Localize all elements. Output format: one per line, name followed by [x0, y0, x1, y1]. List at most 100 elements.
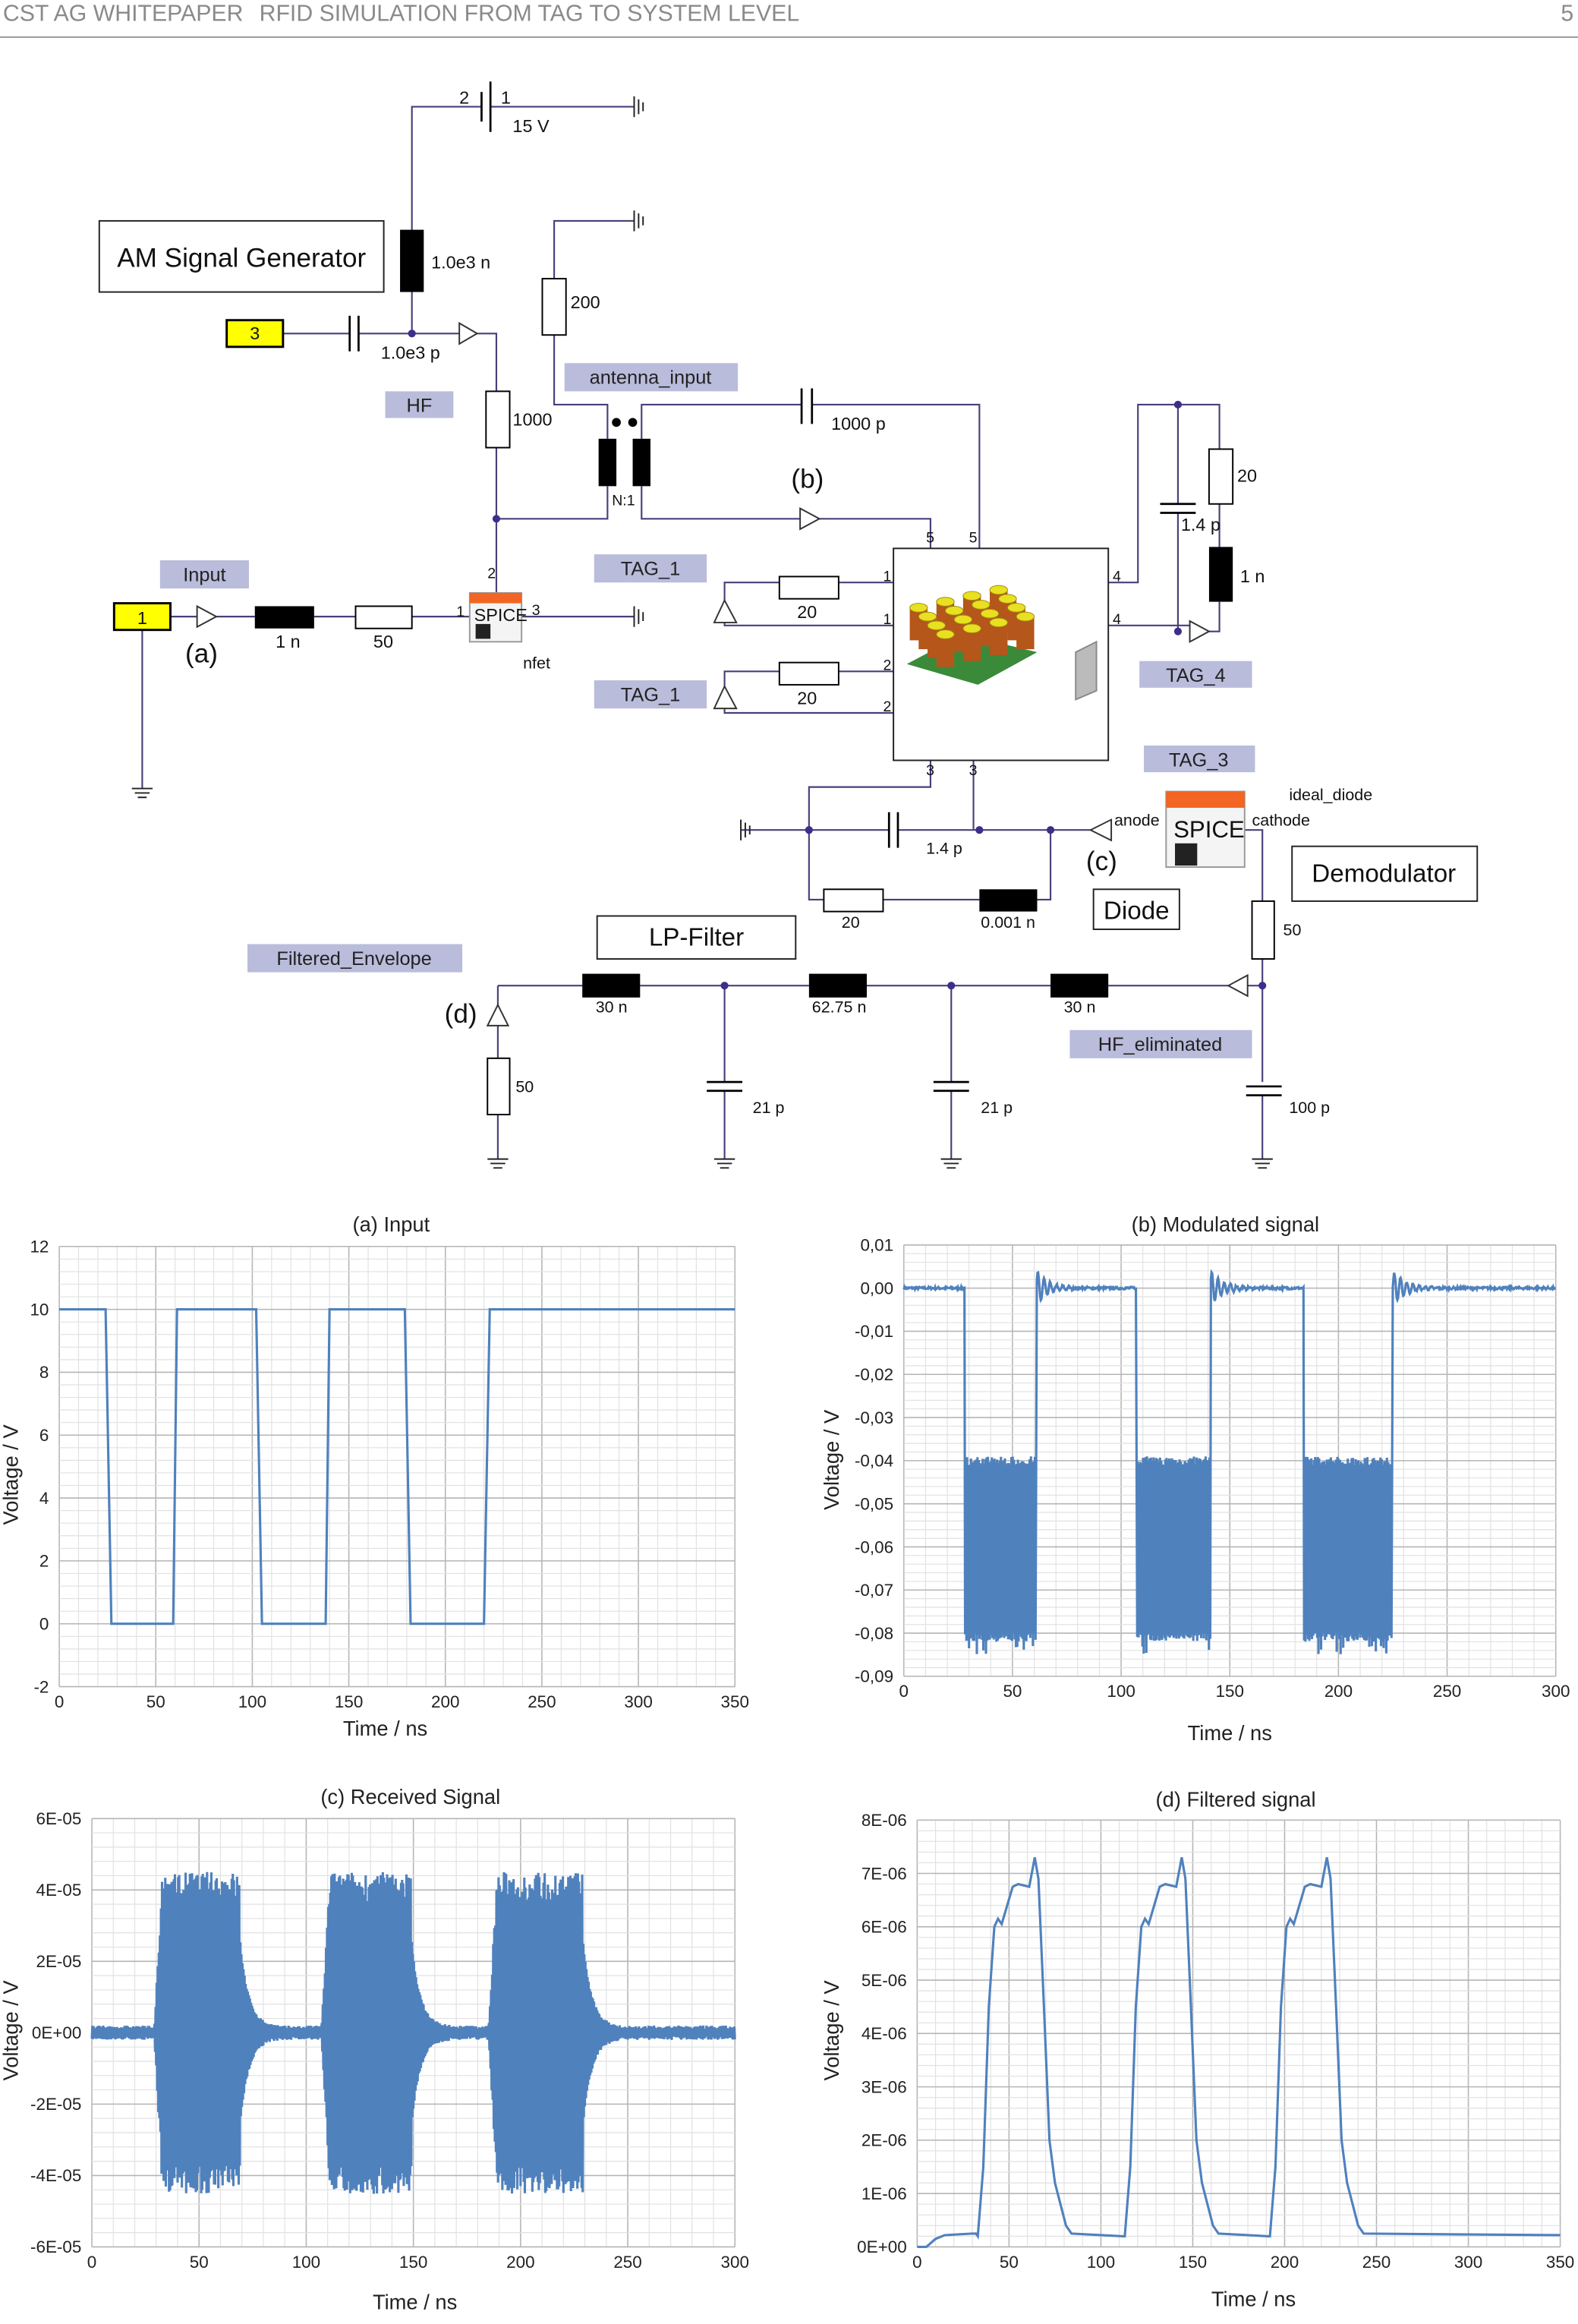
probe-triangles	[196, 321, 1249, 1026]
spice-diode-label: SPICE	[1173, 816, 1245, 843]
x-tick-label: 50	[146, 1692, 165, 1711]
am-signal-generator-box: AM Signal Generator	[98, 219, 385, 293]
value-label: 1 n	[276, 632, 301, 651]
marker-b: (b)	[791, 464, 824, 493]
pin-label: 1	[883, 611, 891, 628]
value-label: 1000 p	[831, 414, 886, 434]
x-tick-label: 150	[335, 1692, 363, 1711]
shortcut-icon	[475, 623, 491, 639]
gridlines	[916, 1819, 1561, 2248]
spice-nfet-block[interactable]: SPICE	[468, 591, 528, 643]
x-tick-label: 200	[431, 1692, 459, 1711]
x-axis-label: Time / ns	[343, 1717, 427, 1740]
y-tick-label: -2	[33, 1677, 49, 1696]
value-label: 0.001 n	[981, 913, 1035, 932]
tag-tag4: TAG_4	[1166, 665, 1225, 686]
x-tick-label: 150	[1179, 2253, 1207, 2272]
pin-label: 2	[487, 565, 496, 582]
rfid-3d-model-block[interactable]	[893, 547, 1110, 762]
header-title: RFID SIMULATION FROM TAG TO SYSTEM LEVEL	[260, 1, 800, 26]
y-tick-label: -0,09	[855, 1667, 893, 1686]
y-tick-label: 1E-06	[861, 2184, 907, 2203]
value-label: ideal_diode	[1289, 786, 1372, 804]
pin-label: 5	[926, 530, 934, 547]
y-tick-label: 10	[30, 1300, 49, 1319]
data-series-line	[917, 1857, 1561, 2249]
y-tick-label: -0,01	[855, 1322, 893, 1341]
spice-diode-block[interactable]: SPICE	[1165, 790, 1246, 869]
tag-tag1-bottom: TAG_1	[621, 684, 680, 705]
pin-label: 3	[532, 602, 540, 619]
tag-tag1-top: TAG_1	[621, 558, 680, 579]
port-3[interactable]: 3	[225, 319, 285, 348]
port-1[interactable]: 1	[112, 602, 172, 632]
shortcut-icon	[1175, 843, 1198, 866]
y-axis-label: Voltage / V	[0, 1424, 22, 1525]
y-tick-label: 0E+00	[32, 2023, 82, 2042]
value-label: 20	[842, 913, 860, 932]
y-axis-label: Voltage / V	[0, 1980, 22, 2081]
x-tick-label: 250	[613, 2253, 641, 2272]
value-label: 15 V	[512, 116, 550, 136]
y-tick-label: 6E-06	[861, 1918, 907, 1937]
capacitors	[348, 81, 1282, 1097]
y-tick-label: 0	[39, 1615, 49, 1634]
y-tick-label: 2E-06	[861, 2131, 907, 2150]
tag-filtered-envelope: Filtered_Envelope	[276, 948, 431, 970]
coil-icon	[1016, 616, 1035, 650]
y-tick-label: 2E-05	[36, 1952, 81, 1971]
net-tags: HF antenna_input Input TAG_1 TAG_1 TAG_4…	[159, 363, 1255, 1058]
value-label: 50	[515, 1078, 534, 1096]
tag-antenna-input: antenna_input	[590, 367, 712, 389]
port-1-label: 1	[137, 608, 147, 628]
value-label: 1.0e3 p	[381, 342, 440, 362]
ground-symbols	[131, 96, 1273, 1169]
value-label: 20	[1237, 465, 1257, 485]
value-label: 100 p	[1289, 1099, 1330, 1117]
value-label: 20	[797, 688, 817, 708]
tag-plate-icon	[1075, 640, 1098, 701]
x-tick-label: 100	[292, 2253, 320, 2272]
value-label: nfet	[523, 654, 550, 672]
y-tick-label: 4E-06	[861, 2024, 907, 2043]
header-left: CST AG WHITEPAPER	[3, 1, 244, 26]
component-values: 15 V 2 1 1.0e3 n 1.0e3 p 200 1000 1000 p…	[276, 88, 1372, 1117]
x-axis-label: Time / ns	[1211, 2288, 1296, 2311]
y-tick-label: -2E-05	[30, 2095, 81, 2114]
coil-icon	[936, 634, 955, 667]
value-label: 30 n	[1064, 998, 1096, 1016]
value-label: 62.75 n	[812, 998, 867, 1016]
y-axis-label: Voltage / V	[820, 1980, 843, 2081]
x-tick-label: 50	[1000, 2253, 1019, 2272]
circuit-schematic: 3 1 SPICE SPICE AM Signal Generator LP-F…	[98, 81, 1479, 1169]
x-tick-label: 0	[899, 1682, 909, 1701]
chart-input: (a) Input Time / ns Voltage / V 0 50 100 15…	[0, 1212, 749, 1740]
pin-label: 1	[456, 604, 465, 620]
value-label: 1	[501, 88, 511, 108]
y-tick-label: 0,01	[860, 1236, 893, 1255]
x-tick-label: 0	[55, 1692, 64, 1711]
probe-markers: (a) (b) (c) (d)	[185, 464, 1117, 1029]
gridlines	[58, 1245, 736, 1688]
x-tick-label: 200	[1271, 2253, 1299, 2272]
value-label: 200	[571, 292, 600, 312]
value-label: 1.4 p	[926, 839, 962, 857]
y-tick-label: 4E-05	[36, 1881, 81, 1900]
x-axis-label: Time / ns	[1188, 1721, 1272, 1745]
value-label: 2	[459, 88, 469, 108]
y-tick-label: 8	[39, 1363, 49, 1382]
demodulator-label: Demodulator	[1312, 860, 1456, 888]
am-signal-generator-label: AM Signal Generator	[117, 243, 366, 273]
y-tick-label: -0,07	[855, 1581, 893, 1600]
x-tick-label: 250	[1433, 1682, 1461, 1701]
chart-title: (d) Filtered signal	[1156, 1788, 1316, 1812]
x-tick-label: 0	[87, 2253, 96, 2272]
data-series-line	[902, 1269, 1557, 1654]
value-label: 20	[797, 602, 817, 622]
tag-hf: HF	[407, 396, 433, 417]
x-tick-label: 100	[238, 1692, 266, 1711]
y-tick-label: 12	[30, 1238, 49, 1257]
x-tick-label: 150	[399, 2253, 427, 2272]
tag-tag3: TAG_3	[1169, 749, 1228, 771]
